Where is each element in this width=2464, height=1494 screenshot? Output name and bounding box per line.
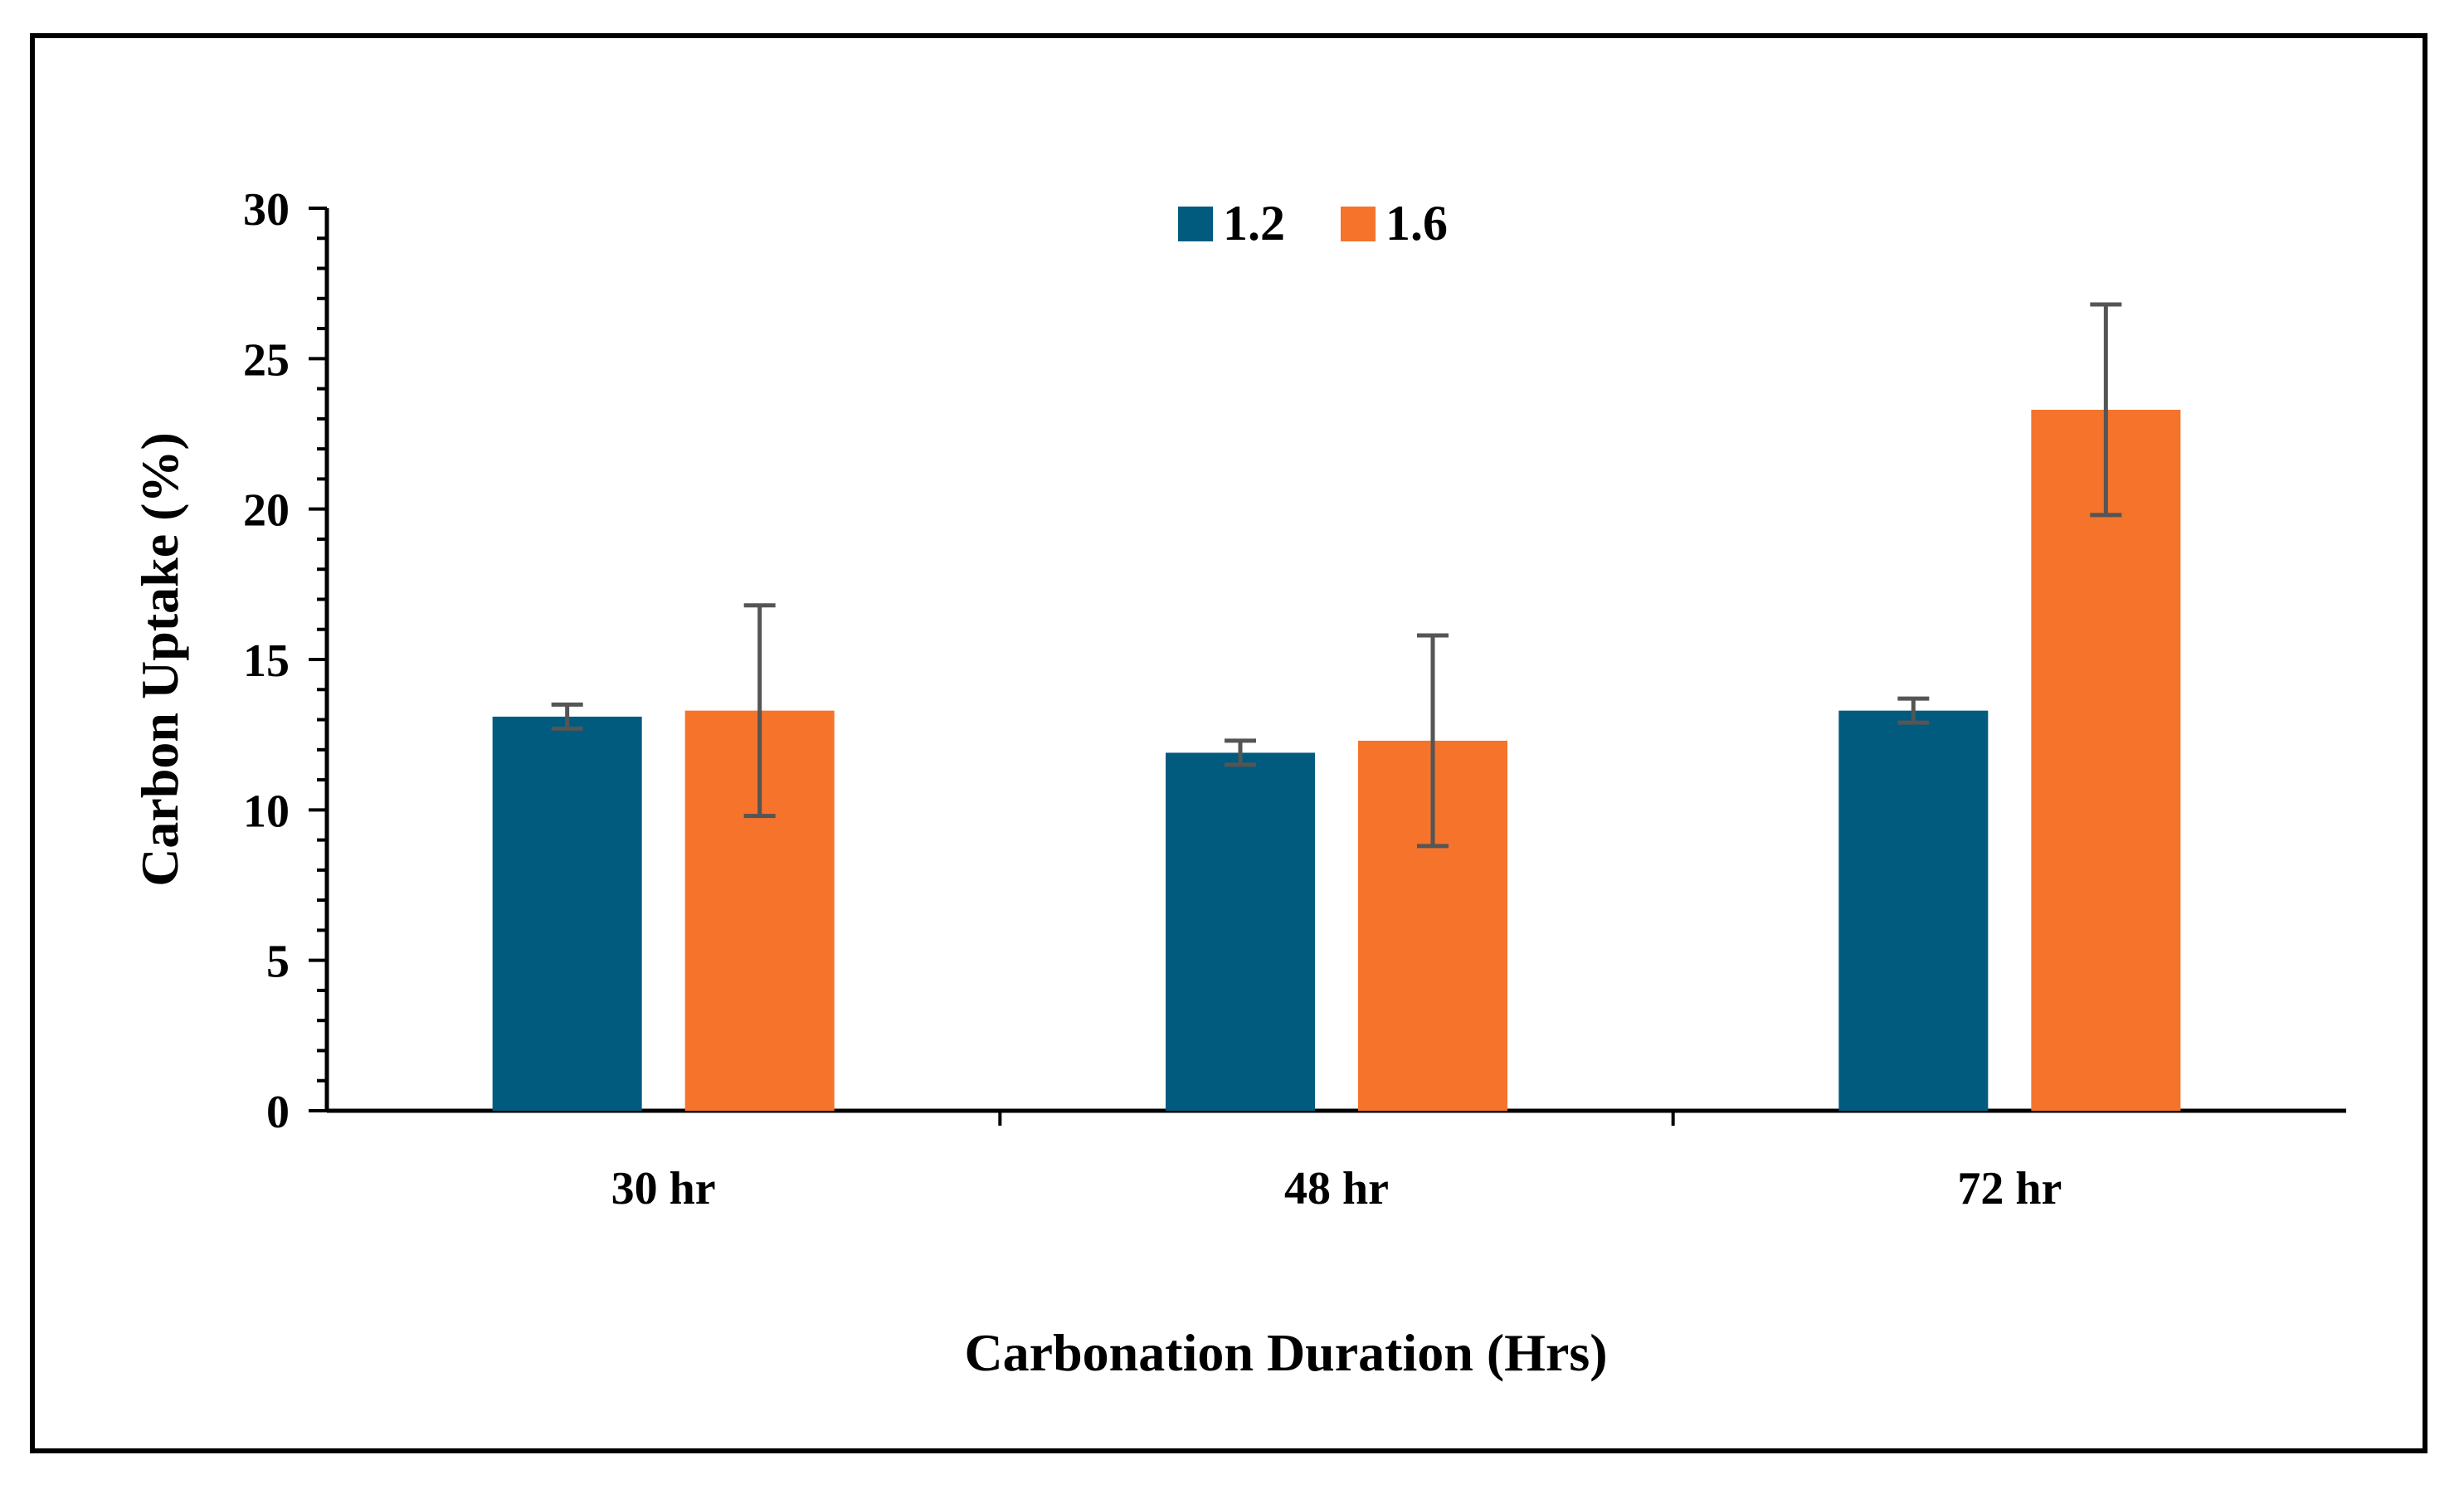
x-tick-label: 48 hr — [1284, 1163, 1389, 1214]
y-axis-title: Carbon Uptake (%) — [130, 432, 189, 887]
y-tick-label: 20 — [243, 485, 290, 537]
legend: 1.2 1.6 — [1178, 196, 1448, 251]
legend-label-1.2: 1.2 — [1223, 196, 1285, 251]
ticks: 0 5 10 15 20 25 30 30 hr 48 hr 72 hr — [243, 184, 2062, 1214]
y-tick-label: 15 — [243, 635, 290, 687]
y-tick-label: 0 — [266, 1087, 290, 1138]
legend-swatch-1.6 — [1341, 207, 1376, 241]
y-tick-label: 30 — [243, 184, 290, 236]
bar-1.2-48 hr — [1166, 752, 1315, 1111]
bar-chart: 0 5 10 15 20 25 30 30 hr 48 hr 72 hr 1.2 1.6 Carbo… — [130, 184, 2346, 1382]
chart-frame: 0 5 10 15 20 25 30 30 hr 48 hr 72 hr 1.2 1.6 Carbo… — [30, 33, 2427, 1453]
x-axis-title: Carbonation Duration (Hrs) — [964, 1323, 1607, 1382]
legend-label-1.6: 1.6 — [1385, 196, 1448, 251]
error-bars — [551, 302, 2122, 849]
y-tick-label: 25 — [243, 334, 290, 386]
y-tick-label: 10 — [243, 786, 290, 837]
y-tick-label: 5 — [266, 937, 290, 988]
bar-1.2-72 hr — [1838, 710, 1989, 1111]
bar-1.6-72 hr — [2031, 409, 2181, 1111]
x-tick-label: 72 hr — [1957, 1163, 2062, 1214]
bar-1.2-30 hr — [492, 716, 642, 1111]
legend-swatch-1.2 — [1178, 207, 1213, 241]
bars — [492, 409, 2181, 1111]
x-tick-label: 30 hr — [611, 1163, 716, 1214]
